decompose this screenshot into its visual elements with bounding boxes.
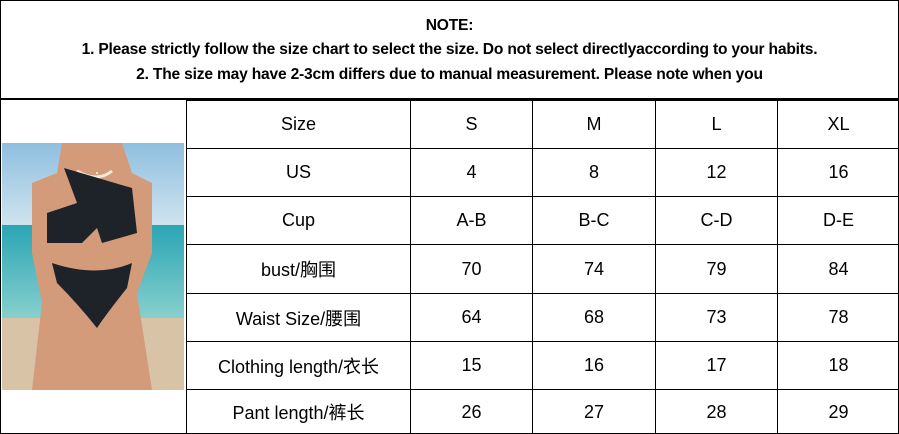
table-cell: 84	[828, 258, 849, 279]
product-photo	[2, 143, 184, 390]
grid-line	[532, 100, 533, 434]
table-cell: 64	[461, 307, 482, 327]
grid-line	[655, 100, 656, 434]
grid-line	[410, 100, 411, 434]
table-cell: 12	[706, 162, 727, 182]
header-size: S	[465, 114, 478, 134]
header-size: M	[586, 114, 602, 134]
table-cell: 28	[706, 401, 727, 422]
grid-line	[186, 100, 187, 434]
grid-line	[777, 100, 778, 434]
table-cell: 29	[828, 401, 849, 422]
table-cell: 78	[828, 307, 849, 327]
header-size: XL	[827, 114, 850, 134]
table-cell: 27	[583, 401, 605, 422]
table-cell: 26	[461, 401, 482, 422]
table-cell: 74	[583, 258, 605, 279]
row-label: Pant length/裤长	[232, 403, 365, 423]
table-cell: 16	[583, 355, 605, 375]
table-cell: 4	[466, 162, 477, 182]
table-cell: 73	[706, 307, 727, 327]
grid-line	[186, 389, 899, 390]
row-label: US	[285, 162, 311, 182]
grid-line	[186, 196, 899, 197]
row-label: Waist Size/腰围	[235, 308, 362, 329]
table-cell: 79	[706, 258, 727, 279]
table-cell: 8	[588, 162, 599, 182]
table-cell: D-E	[823, 210, 854, 230]
grid-line	[186, 293, 899, 294]
table-cell: 70	[461, 258, 482, 279]
table-cell: 18	[828, 355, 849, 375]
grid-line	[186, 100, 899, 101]
note-title: NOTE:	[425, 17, 474, 34]
table-cell: 17	[706, 355, 727, 375]
table-cell: 15	[461, 355, 482, 375]
note-line-2: 2. The size may have 2-3cm differs due t…	[136, 66, 763, 83]
table-cell: C-D	[700, 210, 733, 230]
header-size: L	[711, 114, 722, 134]
row-label: Cup	[281, 210, 316, 230]
header-label: Size	[280, 114, 316, 134]
table-cell: B-C	[578, 210, 610, 230]
table-cell: A-B	[456, 210, 487, 230]
grid-line	[186, 148, 899, 149]
grid-line	[186, 244, 899, 245]
note-line-1: 1. Please strictly follow the size chart…	[81, 41, 818, 58]
table-cell: 16	[828, 162, 849, 182]
grid-line	[186, 341, 899, 342]
table-cell: 68	[583, 307, 605, 327]
row-label: Clothing length/衣长	[217, 356, 380, 377]
note-section: NOTE: 1. Please strictly follow the size…	[0, 0, 899, 100]
row-label: bust/胸围	[260, 260, 337, 280]
